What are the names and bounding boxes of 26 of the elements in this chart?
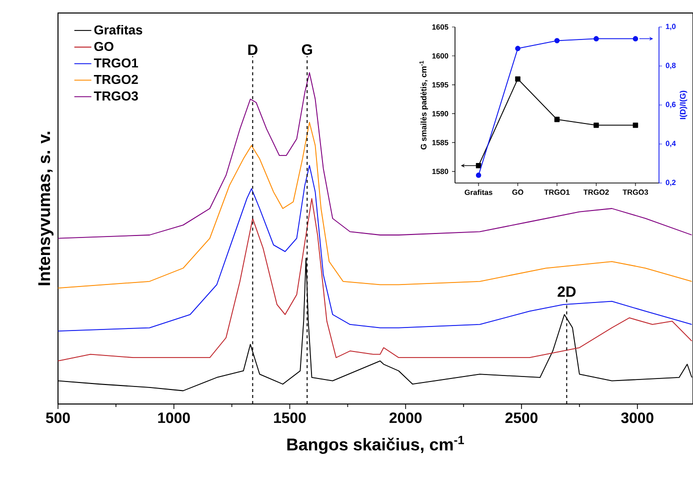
legend-label: GO bbox=[94, 42, 114, 52]
ref-line-label: 2D bbox=[558, 286, 576, 297]
x-tick-label: 2500 bbox=[505, 412, 538, 424]
y-axis-title: Intensyvumas, s. v. bbox=[38, 132, 54, 286]
point bbox=[554, 116, 560, 122]
x-tick-label: 500 bbox=[46, 412, 70, 424]
point bbox=[515, 76, 520, 82]
point bbox=[476, 163, 482, 168]
point bbox=[594, 122, 599, 128]
legend-label: TRGO2 bbox=[94, 74, 138, 84]
point bbox=[476, 172, 482, 178]
point bbox=[554, 38, 560, 44]
ref-line-label: D bbox=[248, 44, 258, 55]
ref-line-label: G bbox=[302, 44, 312, 55]
x-tick-label: 3000 bbox=[621, 412, 654, 424]
point bbox=[515, 46, 520, 52]
x-tick-label: 1000 bbox=[158, 412, 190, 424]
legend-label: TRGO1 bbox=[94, 58, 138, 68]
x-axis-title: Bangos skaičius, cm$^{-1}$ bbox=[287, 436, 464, 454]
legend-label: Grafitas bbox=[94, 24, 142, 35]
point bbox=[594, 36, 599, 42]
point bbox=[632, 36, 638, 42]
x-tick-label: 2000 bbox=[390, 412, 422, 424]
x-tick-label: 1500 bbox=[274, 412, 306, 424]
point bbox=[632, 122, 638, 128]
legend-label: TRGO3 bbox=[94, 91, 138, 101]
